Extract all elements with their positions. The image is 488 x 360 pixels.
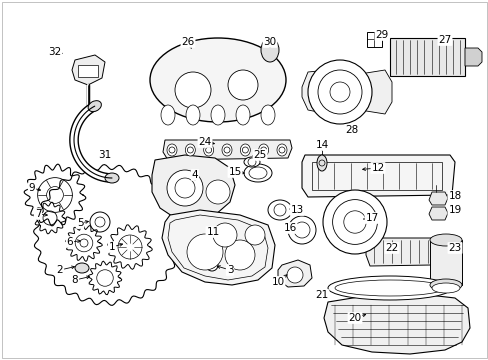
Ellipse shape — [167, 144, 177, 156]
Text: 23: 23 — [447, 243, 461, 253]
Circle shape — [224, 240, 254, 270]
Text: 22: 22 — [385, 243, 398, 253]
Ellipse shape — [185, 144, 195, 156]
Circle shape — [205, 180, 229, 204]
Text: 20: 20 — [348, 313, 361, 323]
Ellipse shape — [429, 279, 461, 291]
Bar — [311, 162, 441, 190]
Circle shape — [307, 60, 371, 124]
Ellipse shape — [240, 144, 250, 156]
Text: 8: 8 — [72, 275, 78, 285]
Text: 29: 29 — [375, 30, 388, 40]
Text: 26: 26 — [181, 37, 194, 47]
Bar — [264, 38, 275, 46]
Ellipse shape — [75, 263, 89, 273]
Text: 6: 6 — [66, 237, 73, 247]
Text: 24: 24 — [198, 137, 211, 147]
Text: 4: 4 — [191, 170, 198, 180]
Circle shape — [175, 72, 210, 108]
Text: 7: 7 — [35, 209, 41, 219]
Text: 18: 18 — [447, 191, 461, 201]
Polygon shape — [302, 155, 454, 197]
Ellipse shape — [210, 105, 224, 125]
Polygon shape — [34, 202, 66, 234]
Text: 28: 28 — [345, 125, 358, 135]
Circle shape — [287, 216, 315, 244]
Polygon shape — [302, 70, 331, 114]
Ellipse shape — [431, 283, 459, 293]
Circle shape — [227, 70, 258, 100]
Bar — [366, 32, 381, 47]
Ellipse shape — [236, 105, 249, 125]
Polygon shape — [428, 207, 447, 220]
Ellipse shape — [316, 155, 326, 171]
Ellipse shape — [244, 157, 260, 167]
Circle shape — [186, 234, 223, 270]
Polygon shape — [354, 70, 391, 114]
Ellipse shape — [185, 105, 200, 125]
Text: 30: 30 — [263, 37, 276, 47]
Ellipse shape — [267, 200, 291, 220]
Polygon shape — [162, 210, 274, 285]
Ellipse shape — [88, 101, 101, 112]
Text: 14: 14 — [315, 140, 328, 150]
Text: 10: 10 — [271, 277, 284, 287]
Text: 9: 9 — [29, 183, 35, 193]
Text: 2: 2 — [57, 265, 63, 275]
Bar — [429, 240, 461, 285]
Polygon shape — [324, 294, 469, 354]
Ellipse shape — [327, 276, 451, 300]
Text: 15: 15 — [228, 167, 241, 177]
Ellipse shape — [258, 144, 268, 156]
Polygon shape — [24, 164, 86, 226]
Bar — [389, 38, 464, 76]
Text: 3: 3 — [226, 265, 233, 275]
Polygon shape — [365, 238, 435, 266]
Polygon shape — [464, 48, 481, 66]
Ellipse shape — [244, 164, 271, 182]
Text: 32: 32 — [48, 47, 61, 57]
Text: 11: 11 — [206, 227, 219, 237]
Ellipse shape — [222, 144, 231, 156]
Text: 17: 17 — [365, 213, 378, 223]
Ellipse shape — [429, 234, 461, 246]
Circle shape — [213, 223, 237, 247]
Ellipse shape — [203, 144, 213, 156]
Text: 12: 12 — [370, 163, 384, 173]
Text: 27: 27 — [437, 35, 451, 45]
Ellipse shape — [161, 105, 175, 125]
Polygon shape — [278, 260, 311, 287]
Polygon shape — [88, 261, 122, 295]
Text: 31: 31 — [98, 150, 111, 160]
Circle shape — [323, 190, 386, 254]
Bar — [78, 65, 98, 77]
Circle shape — [167, 170, 203, 206]
Text: 21: 21 — [315, 290, 328, 300]
Circle shape — [286, 267, 303, 283]
Circle shape — [244, 225, 264, 245]
Polygon shape — [428, 192, 447, 205]
Polygon shape — [65, 225, 102, 261]
Circle shape — [205, 259, 218, 271]
Ellipse shape — [150, 38, 285, 122]
Text: 5: 5 — [77, 218, 83, 228]
Polygon shape — [152, 155, 235, 220]
Text: 25: 25 — [253, 150, 266, 160]
Polygon shape — [107, 225, 152, 269]
Polygon shape — [163, 140, 291, 160]
Text: 19: 19 — [447, 205, 461, 215]
Text: 13: 13 — [290, 205, 303, 215]
Ellipse shape — [261, 105, 274, 125]
Polygon shape — [34, 165, 182, 305]
Ellipse shape — [276, 144, 286, 156]
Text: 1: 1 — [108, 242, 115, 252]
Ellipse shape — [261, 38, 279, 62]
Text: 16: 16 — [283, 223, 296, 233]
Polygon shape — [72, 55, 105, 85]
Ellipse shape — [105, 173, 119, 183]
